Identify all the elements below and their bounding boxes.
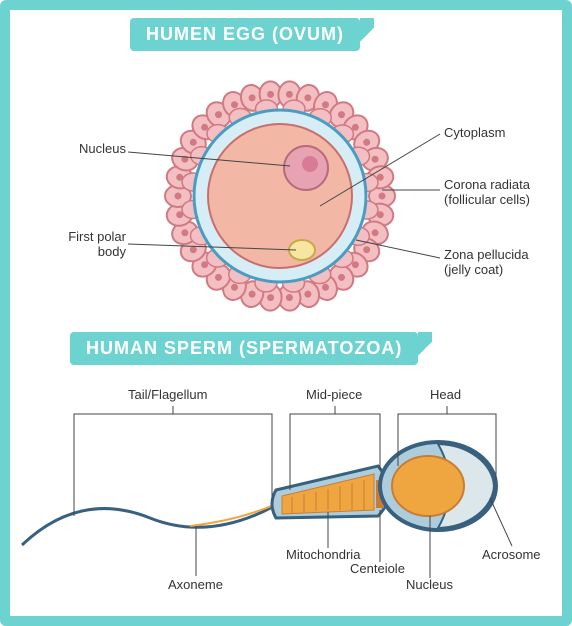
sperm-panel: Tail/Flagellum Mid-piece Head Mitochondr… bbox=[10, 370, 562, 610]
label-first-polar: First polar body bbox=[16, 230, 126, 260]
label-centriole: Centeiole bbox=[350, 562, 405, 577]
sperm-nucleus bbox=[392, 456, 464, 516]
sperm-svg bbox=[10, 370, 562, 610]
label-head: Head bbox=[430, 388, 461, 403]
label-corona: Corona radiata (follicular cells) bbox=[444, 178, 530, 208]
cytoplasm bbox=[208, 124, 352, 268]
label-sperm-nucleus: Nucleus bbox=[406, 578, 453, 593]
leader bbox=[490, 498, 512, 546]
diagram-frame: HUMEN EGG (OVUM) Nucleus First polar bod… bbox=[0, 0, 572, 626]
label-midpiece: Mid-piece bbox=[306, 388, 362, 403]
label-acrosome: Acrosome bbox=[482, 548, 541, 563]
label-tail: Tail/Flagellum bbox=[128, 388, 207, 403]
sperm-title: HUMAN SPERM (SPERMATOZOA) bbox=[70, 332, 418, 365]
label-cytoplasm: Cytoplasm bbox=[444, 126, 505, 141]
egg-panel: Nucleus First polar body Cytoplasm Coron… bbox=[10, 56, 562, 326]
label-axoneme: Axoneme bbox=[168, 578, 223, 593]
egg-title: HUMEN EGG (OVUM) bbox=[130, 18, 360, 51]
bracket-mid bbox=[290, 414, 380, 422]
bracket-tail bbox=[74, 414, 272, 422]
egg-nucleus-core bbox=[302, 156, 318, 172]
tail-flagellum bbox=[22, 504, 278, 545]
label-nucleus: Nucleus bbox=[16, 142, 126, 157]
bracket-head bbox=[398, 414, 496, 422]
label-zona: Zona pellucida (jelly coat) bbox=[444, 248, 529, 278]
